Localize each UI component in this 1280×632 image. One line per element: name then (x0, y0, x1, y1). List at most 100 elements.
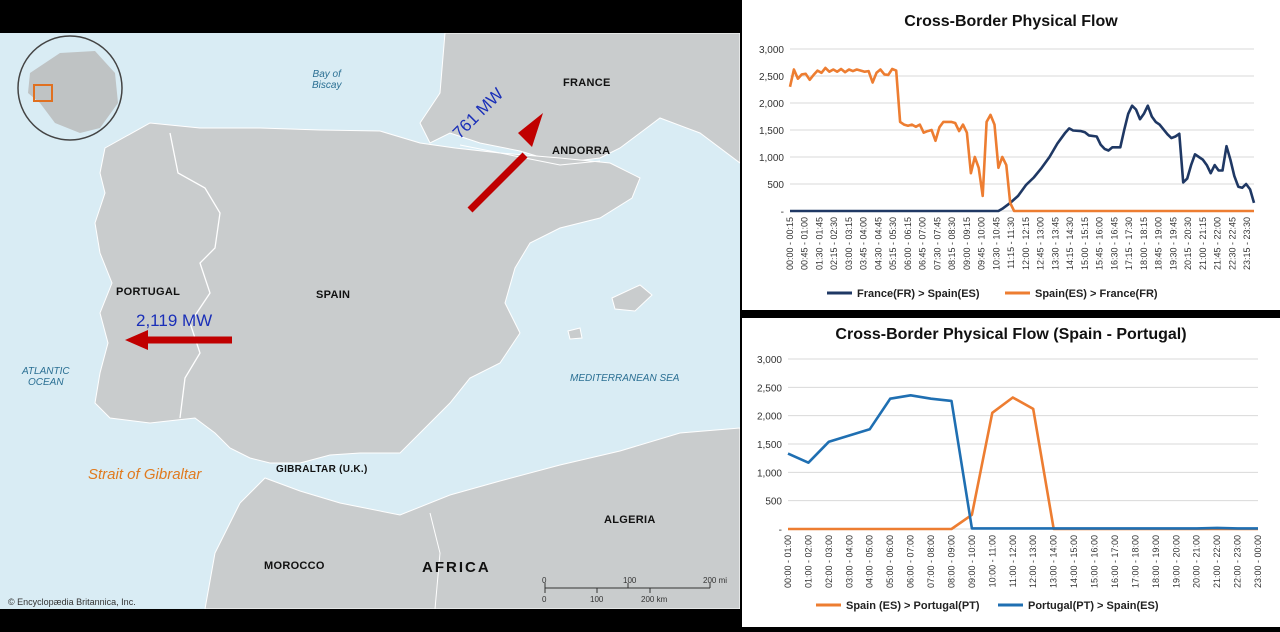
x-tick-label: 21:00 - 21:15 (1198, 217, 1208, 270)
scale-km-200: 200 km (641, 595, 668, 604)
y-tick-label: 1,000 (759, 153, 784, 164)
x-tick-label: 11:00 - 12:00 (1008, 535, 1018, 587)
x-tick-label: 22:00 - 23:00 (1233, 535, 1243, 588)
y-tick-label: 1,500 (757, 440, 782, 451)
y-tick-label: 2,500 (759, 72, 784, 83)
chart-spain-portugal: Cross-Border Physical Flow (Spain - Port… (742, 318, 1280, 627)
balearic-islands (567, 284, 653, 340)
x-tick-label: 04:00 - 05:00 (865, 535, 875, 588)
x-tick-label: 18:00 - 19:00 (1151, 535, 1161, 588)
x-tick-label: 22:30 - 22:45 (1227, 217, 1237, 270)
x-tick-label: 07:00 - 08:00 (926, 535, 936, 588)
locator-globe-land (28, 51, 118, 133)
x-tick-label: 13:00 - 14:00 (1049, 535, 1059, 588)
morocco-algeria-border (429, 512, 441, 609)
x-tick-label: 21:45 - 22:00 (1213, 217, 1223, 270)
flow-arrow-france-line (467, 152, 528, 213)
y-tick-label: 2,000 (759, 99, 784, 110)
x-tick-label: 02:15 - 02:30 (829, 217, 839, 270)
x-tick-label: 05:00 - 06:00 (885, 535, 895, 588)
x-tick-label: 00:00 - 00:15 (785, 217, 795, 270)
x-tick-label: 12:00 - 12:15 (1021, 217, 1031, 270)
legend-label: Portugal(PT) > Spain(ES) (1028, 600, 1159, 612)
x-tick-label: 23:15 - 23:30 (1242, 217, 1252, 270)
scale-km-0: 0 (542, 595, 547, 604)
scale-bar (544, 583, 711, 593)
label-bay-of-biscay: Bay of Biscay (312, 69, 342, 91)
chart-france-spain: Cross-Border Physical Flow - 500 1,000 1,50… (742, 0, 1280, 310)
label-atlantic: ATLANTIC OCEAN (22, 366, 70, 388)
scale-mi-200: 200 mi (703, 576, 728, 585)
y-tick-label: 3,000 (759, 45, 784, 56)
label-strait: Strait of Gibraltar (88, 466, 202, 483)
x-tick-label: 06:00 - 06:15 (903, 217, 913, 270)
flow-arrow-portugal-head (125, 330, 148, 350)
x-tick-label: 07:30 - 07:45 (932, 217, 942, 270)
y-tick-label: 1,000 (757, 468, 782, 479)
chart2-svg: - 500 1,000 1,500 2,000 2,500 3,000 00:00 - 01:… (757, 355, 1263, 612)
chart1-svg: - 500 1,000 1,500 2,000 2,500 3,000 00:00 - 00:… (759, 45, 1256, 300)
map-drawing (17, 33, 740, 609)
series-line (788, 66, 1254, 213)
x-tick-label: 09:00 - 09:15 (962, 217, 972, 270)
copyright: © Encyclopædia Britannica, Inc. (8, 597, 136, 607)
x-tick-label: 03:00 - 04:00 (844, 535, 854, 588)
x-tick-label: 01:30 - 01:45 (814, 217, 824, 270)
x-tick-label: 16:30 - 16:45 (1109, 217, 1119, 270)
x-tick-label: 14:00 - 15:00 (1069, 535, 1079, 588)
x-tick-label: 23:00 - 00:00 (1253, 535, 1263, 588)
x-tick-label: 03:45 - 04:00 (859, 217, 869, 270)
x-tick-label: 00:00 - 01:00 (783, 535, 793, 588)
x-tick-label: 16:00 - 17:00 (1110, 535, 1120, 588)
x-tick-label: 08:00 - 09:00 (946, 535, 956, 588)
label-mediterranean: MEDITERRANEAN SEA (570, 373, 680, 384)
y-tick-label: - (781, 207, 784, 218)
x-tick-label: 10:00 - 11:00 (987, 535, 997, 587)
x-tick-label: 08:15 - 08:30 (947, 217, 957, 270)
x-tick-label: 04:30 - 04:45 (873, 217, 883, 270)
x-tick-label: 18:45 - 19:00 (1154, 217, 1164, 270)
y-tick-label: 2,500 (757, 383, 782, 394)
x-tick-label: 14:15 - 14:30 (1065, 217, 1075, 270)
label-portugal: PORTUGAL (116, 286, 181, 298)
flow-label-portugal: 2,119 MW (136, 311, 213, 330)
y-tick-label: 2,000 (757, 412, 782, 423)
map-panel: Bay of Biscay FRANCE ANDORRA PORTUGAL SP… (0, 33, 740, 609)
x-tick-label: 21:00 - 22:00 (1212, 535, 1222, 588)
x-tick-label: 15:45 - 16:00 (1095, 217, 1105, 270)
x-tick-label: 19:00 - 20:00 (1171, 535, 1181, 588)
x-tick-label: 09:00 - 10:00 (967, 535, 977, 588)
label-morocco: MOROCCO (264, 560, 325, 572)
label-gibraltar: GIBRALTAR (U.K.) (276, 464, 368, 475)
y-tick-label: 1,500 (759, 126, 784, 137)
iberia-land (94, 122, 641, 464)
locator-box (33, 84, 53, 102)
x-tick-label: 00:45 - 01:00 (800, 217, 810, 270)
x-tick-label: 02:00 - 03:00 (824, 535, 834, 588)
series-line (787, 394, 1258, 530)
legend-label: France(FR) > Spain(ES) (857, 288, 980, 300)
pyrenees-border (459, 144, 601, 166)
series-line (790, 104, 1256, 213)
y-tick-label: 3,000 (757, 355, 782, 366)
x-tick-label: 15:00 - 16:00 (1090, 535, 1100, 588)
x-tick-label: 03:00 - 03:15 (844, 217, 854, 270)
x-tick-label: 15:00 - 15:15 (1080, 217, 1090, 270)
label-andorra: ANDORRA (552, 145, 611, 157)
france-land (419, 33, 740, 164)
x-tick-label: 06:00 - 07:00 (906, 535, 916, 588)
flow-arrow-france-head (518, 113, 543, 147)
portugal-border (169, 132, 221, 419)
chart2-title: Cross-Border Physical Flow (Spain - Port… (835, 326, 1187, 343)
y-tick-label: - (779, 525, 782, 536)
label-france: FRANCE (563, 77, 611, 89)
scale-km-100: 100 (590, 595, 604, 604)
chart1-title: Cross-Border Physical Flow (904, 13, 1118, 30)
label-algeria: ALGERIA (604, 514, 656, 526)
x-tick-label: 20:15 - 20:30 (1183, 217, 1193, 270)
x-tick-label: 11:15 - 11:30 (1006, 217, 1016, 269)
x-tick-label: 12:45 - 13:00 (1036, 217, 1046, 270)
x-tick-label: 17:00 - 18:00 (1130, 535, 1140, 588)
x-tick-label: 05:15 - 05:30 (888, 217, 898, 270)
legend-label: Spain(ES) > France(FR) (1035, 288, 1158, 300)
